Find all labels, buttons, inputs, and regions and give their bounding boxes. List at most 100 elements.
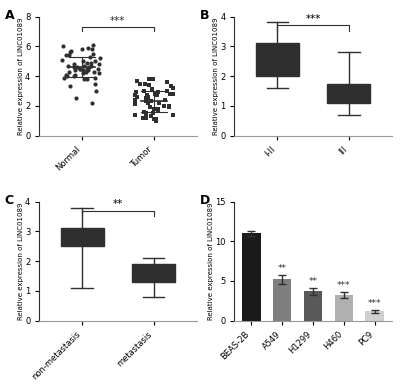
Point <box>164 88 170 94</box>
Point <box>163 79 170 85</box>
Y-axis label: Relative expression of LINC01089: Relative expression of LINC01089 <box>213 17 219 135</box>
Point <box>132 112 138 118</box>
Point <box>71 61 77 67</box>
Bar <box>366 311 384 321</box>
Point <box>68 48 74 54</box>
Point <box>134 94 140 100</box>
Point <box>146 76 152 82</box>
Point <box>154 107 161 113</box>
Text: **: ** <box>278 264 287 273</box>
Point <box>89 46 95 52</box>
Point <box>94 66 101 72</box>
Point <box>143 95 149 101</box>
Y-axis label: Relative expression of LINC01089: Relative expression of LINC01089 <box>18 202 24 320</box>
Point <box>170 85 176 91</box>
Point <box>88 60 94 66</box>
Point <box>152 91 158 97</box>
Bar <box>273 279 292 321</box>
Point <box>150 110 157 116</box>
Point <box>148 98 154 105</box>
Point <box>151 116 158 122</box>
Point <box>142 80 148 87</box>
Text: **: ** <box>113 199 123 209</box>
Point <box>71 73 78 79</box>
Point <box>166 103 172 109</box>
Point <box>63 71 69 78</box>
Point <box>72 67 78 73</box>
Text: ***: *** <box>337 281 351 290</box>
Point <box>65 62 71 69</box>
Text: ***: *** <box>110 16 126 26</box>
Point <box>92 58 98 64</box>
Point <box>86 64 92 70</box>
Point <box>86 53 93 60</box>
Point <box>141 109 147 115</box>
Text: C: C <box>5 195 14 207</box>
Point <box>146 82 152 88</box>
Point <box>80 58 86 64</box>
Point <box>162 97 168 103</box>
Point <box>62 52 69 58</box>
Bar <box>335 295 353 321</box>
Point <box>95 70 102 76</box>
Point <box>166 91 173 97</box>
Point <box>84 66 90 72</box>
Point <box>144 92 150 99</box>
Y-axis label: Relative expression of LINC01089: Relative expression of LINC01089 <box>18 17 24 135</box>
Point <box>143 98 150 105</box>
Point <box>140 115 146 121</box>
Point <box>96 61 102 67</box>
PathPatch shape <box>327 83 370 103</box>
Point <box>76 66 83 72</box>
Point <box>161 103 167 109</box>
Text: A: A <box>5 9 14 22</box>
Point <box>83 69 90 75</box>
Point <box>132 97 138 103</box>
PathPatch shape <box>61 229 104 246</box>
Point <box>66 52 72 58</box>
Bar <box>242 233 261 321</box>
Point <box>150 76 156 82</box>
Point <box>79 46 85 52</box>
PathPatch shape <box>132 264 175 282</box>
Point <box>84 45 91 51</box>
Bar <box>304 291 322 321</box>
Point <box>154 92 160 99</box>
Point <box>153 118 160 124</box>
Point <box>92 74 98 81</box>
Point <box>136 80 143 87</box>
Point <box>72 71 78 78</box>
Point <box>59 57 66 63</box>
Point <box>149 86 155 92</box>
Point <box>166 104 172 110</box>
Point <box>84 60 90 66</box>
Point <box>156 100 162 106</box>
Point <box>60 43 66 50</box>
Point <box>77 66 83 72</box>
Text: B: B <box>200 9 209 22</box>
Point <box>155 106 161 112</box>
Y-axis label: Relative expression of LINC01089: Relative expression of LINC01089 <box>208 202 214 320</box>
Point <box>88 62 94 69</box>
Point <box>132 101 138 108</box>
Point <box>134 77 140 83</box>
Point <box>142 113 149 119</box>
Point <box>61 74 67 81</box>
Point <box>144 95 150 101</box>
Point <box>143 115 150 121</box>
Point <box>81 76 87 82</box>
Point <box>142 110 149 116</box>
Point <box>144 100 151 106</box>
Point <box>133 89 140 96</box>
Point <box>81 62 87 69</box>
Point <box>89 100 96 106</box>
Point <box>153 116 159 122</box>
Point <box>84 76 90 82</box>
Point <box>67 49 73 55</box>
Point <box>97 55 104 61</box>
Text: D: D <box>200 195 210 207</box>
Point <box>67 83 73 90</box>
Point <box>168 83 175 90</box>
Point <box>154 89 161 96</box>
Point <box>170 91 176 97</box>
